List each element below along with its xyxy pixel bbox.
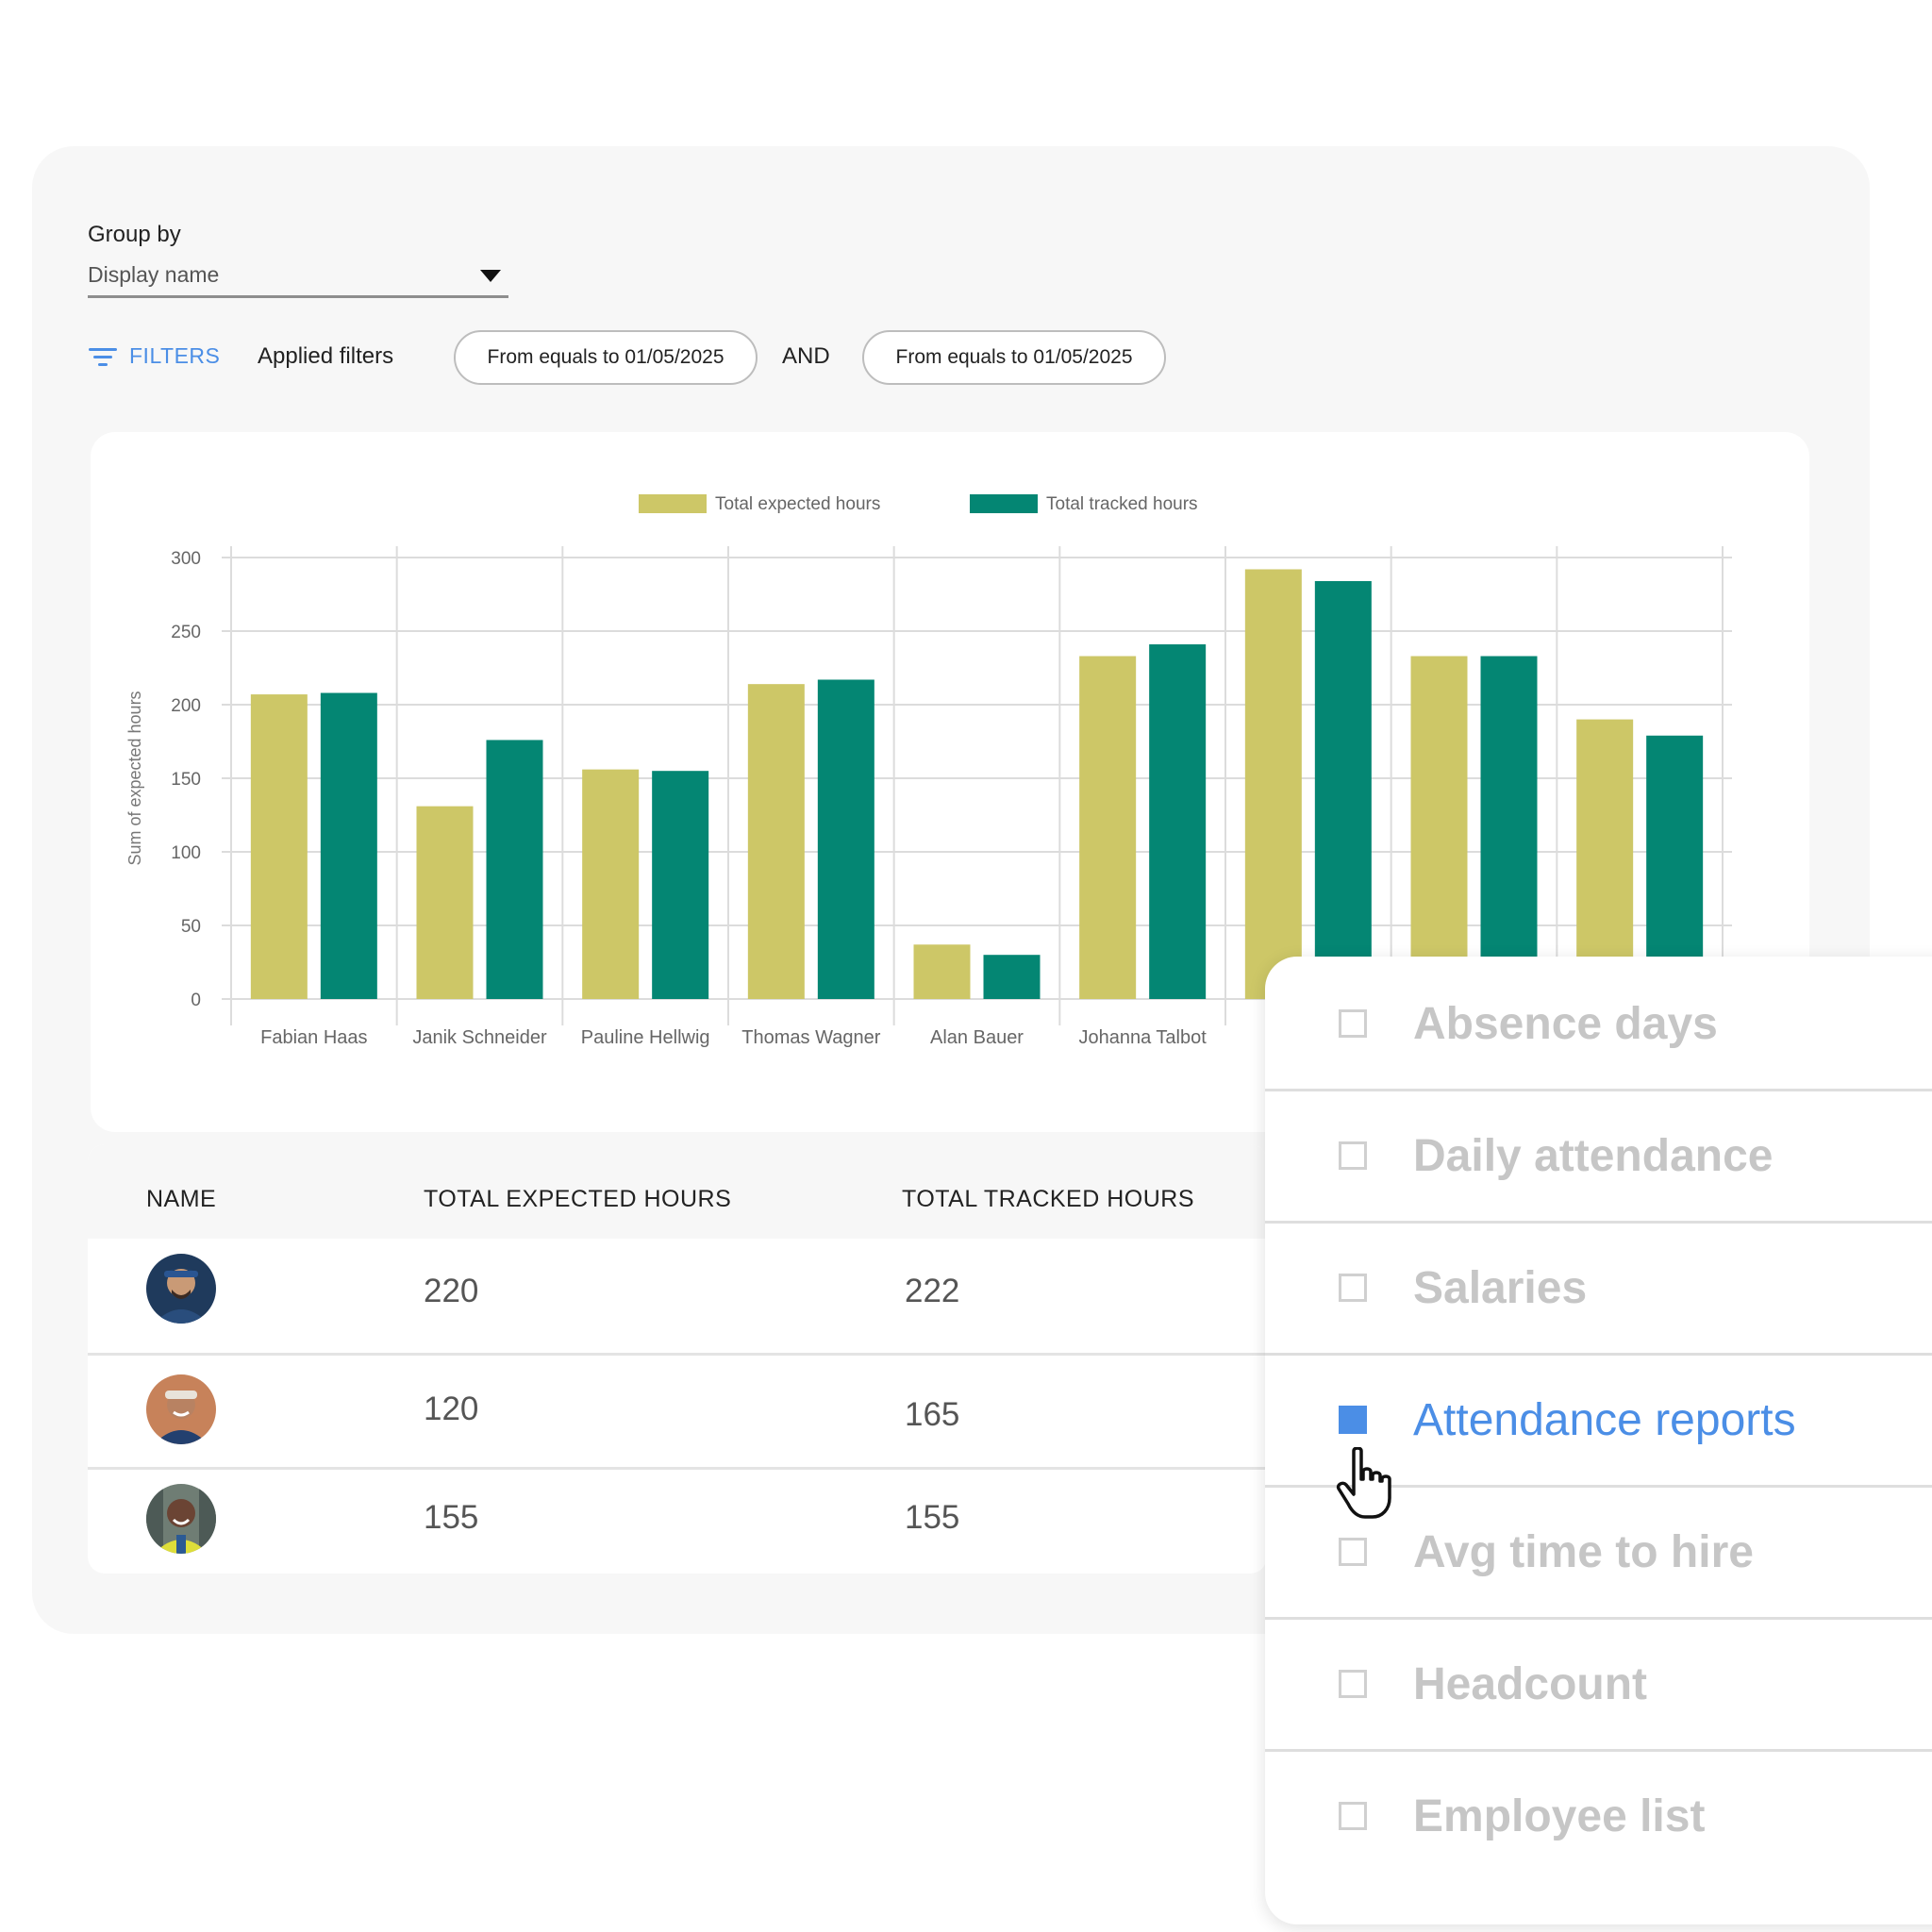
y-tick-label: 200 bbox=[171, 696, 201, 716]
dropdown-item-label: Attendance reports bbox=[1413, 1395, 1796, 1445]
bar-tracked bbox=[1480, 656, 1538, 999]
dropdown-item-label: Absence days bbox=[1413, 999, 1718, 1049]
bar-expected bbox=[1576, 719, 1634, 999]
expected-hours-cell: 155 bbox=[424, 1499, 479, 1536]
legend-label: Total tracked hours bbox=[1046, 494, 1198, 514]
checkbox[interactable] bbox=[1339, 1670, 1367, 1698]
caret-down-icon bbox=[480, 270, 501, 282]
column-header-name[interactable]: NAME bbox=[146, 1186, 217, 1212]
bar-expected bbox=[582, 769, 640, 999]
column-header-expected[interactable]: TOTAL EXPECTED HOURS bbox=[424, 1186, 732, 1212]
bar-tracked bbox=[1149, 644, 1207, 999]
expected-hours-cell: 120 bbox=[424, 1391, 479, 1427]
legend-swatch bbox=[639, 494, 707, 513]
legend-label: Total expected hours bbox=[715, 494, 880, 514]
dropdown-item-label: Salaries bbox=[1413, 1263, 1588, 1313]
bar-tracked bbox=[652, 771, 709, 999]
bar-expected bbox=[250, 694, 308, 999]
table-row[interactable]: 220 222 bbox=[88, 1239, 1267, 1356]
hand-cursor-icon bbox=[1336, 1447, 1391, 1519]
bar-expected bbox=[1410, 656, 1468, 999]
checkbox[interactable] bbox=[1339, 1538, 1367, 1566]
dropdown-item-salaries[interactable]: Salaries bbox=[1265, 1221, 1932, 1356]
y-tick-label: 100 bbox=[171, 843, 201, 863]
table-row[interactable]: 120 165 bbox=[88, 1353, 1267, 1470]
group-by-select[interactable]: Display name bbox=[88, 260, 508, 298]
report-type-dropdown: Absence days Daily attendance Salaries A… bbox=[1265, 957, 1932, 1924]
checkbox[interactable] bbox=[1339, 1009, 1367, 1038]
bar-tracked bbox=[486, 740, 543, 999]
avatar bbox=[146, 1254, 216, 1324]
bar-tracked bbox=[1646, 735, 1704, 999]
x-tick-label: Janik Schneider bbox=[412, 1027, 547, 1048]
x-tick-label: Johanna Talbot bbox=[1079, 1027, 1208, 1048]
legend-swatch bbox=[970, 494, 1038, 513]
column-header-tracked[interactable]: TOTAL TRACKED HOURS bbox=[902, 1186, 1195, 1212]
tracked-hours-cell: 155 bbox=[905, 1499, 960, 1536]
checkbox[interactable] bbox=[1339, 1141, 1367, 1170]
y-tick-label: 150 bbox=[171, 770, 201, 790]
bar-tracked bbox=[1314, 580, 1372, 999]
filter-bar: FILTERS Applied filters From equals to 0… bbox=[88, 330, 1220, 385]
bar-tracked bbox=[817, 679, 874, 999]
applied-filters-label: Applied filters bbox=[258, 343, 394, 369]
dropdown-item-label: Employee list bbox=[1413, 1791, 1706, 1841]
filter-chip[interactable]: From equals to 01/05/2025 bbox=[454, 330, 758, 385]
group-by-label: Group by bbox=[88, 222, 181, 247]
bar-expected bbox=[913, 944, 971, 999]
filters-button-label: FILTERS bbox=[129, 343, 221, 368]
bar-expected bbox=[747, 684, 805, 999]
bar-chart: 0 50 100 150 200 250 300 Fabian Haas Janik Schne… bbox=[125, 494, 1732, 1048]
dropdown-item-daily-attendance[interactable]: Daily attendance bbox=[1265, 1089, 1932, 1224]
avatar bbox=[146, 1374, 216, 1444]
checkbox[interactable] bbox=[1339, 1802, 1367, 1830]
x-tick-label: Fabian Haas bbox=[260, 1027, 367, 1048]
y-axis-label: Sum of expected hours bbox=[125, 691, 144, 865]
filters-button[interactable]: FILTERS bbox=[88, 343, 220, 369]
x-tick-label: Pauline Hellwig bbox=[581, 1027, 710, 1048]
hours-table: NAME TOTAL EXPECTED HOURS TOTAL TRACKED … bbox=[88, 1144, 1267, 1574]
dropdown-item-absence-days[interactable]: Absence days bbox=[1265, 957, 1932, 1091]
dropdown-item-headcount[interactable]: Headcount bbox=[1265, 1617, 1932, 1752]
tracked-hours-cell: 222 bbox=[905, 1273, 960, 1309]
x-tick-label: Alan Bauer bbox=[930, 1027, 1024, 1048]
y-tick-label: 50 bbox=[181, 917, 201, 937]
dropdown-item-label: Daily attendance bbox=[1413, 1131, 1774, 1181]
bar-tracked bbox=[320, 692, 377, 999]
expected-hours-cell: 220 bbox=[424, 1273, 479, 1309]
bar-expected bbox=[1079, 656, 1137, 999]
dropdown-item-label: Headcount bbox=[1413, 1659, 1648, 1709]
bar-expected bbox=[1244, 569, 1302, 999]
table-header: NAME TOTAL EXPECTED HOURS TOTAL TRACKED … bbox=[88, 1144, 1267, 1239]
dropdown-item-attendance-reports[interactable]: Attendance reports bbox=[1265, 1353, 1932, 1488]
filter-chip[interactable]: From equals to 01/05/2025 bbox=[862, 330, 1166, 385]
y-tick-label: 0 bbox=[191, 991, 201, 1010]
filter-joiner: AND bbox=[782, 343, 830, 369]
x-tick-label: Thomas Wagner bbox=[741, 1027, 880, 1048]
dropdown-item-avg-time-to-hire[interactable]: Avg time to hire bbox=[1265, 1485, 1932, 1620]
dropdown-item-employee-list[interactable]: Employee list bbox=[1265, 1749, 1932, 1881]
checkbox-checked[interactable] bbox=[1339, 1406, 1367, 1434]
table-row[interactable]: 155 155 bbox=[88, 1467, 1267, 1574]
avatar bbox=[146, 1484, 216, 1554]
filter-icon bbox=[88, 346, 118, 367]
group-by-value: Display name bbox=[88, 262, 220, 287]
dropdown-item-label: Avg time to hire bbox=[1413, 1527, 1754, 1577]
chart-card: 0 50 100 150 200 250 300 Fabian Haas Janik Schne… bbox=[91, 432, 1809, 1132]
checkbox[interactable] bbox=[1339, 1274, 1367, 1302]
tracked-hours-cell: 165 bbox=[905, 1396, 960, 1433]
y-tick-label: 300 bbox=[171, 549, 201, 569]
bar-tracked bbox=[983, 955, 1041, 999]
bar-expected bbox=[416, 806, 474, 999]
y-tick-label: 250 bbox=[171, 623, 201, 642]
